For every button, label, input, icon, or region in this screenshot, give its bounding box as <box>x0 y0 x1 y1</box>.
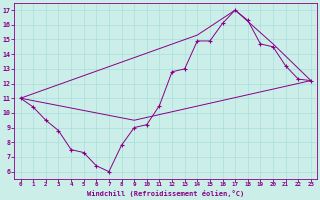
X-axis label: Windchill (Refroidissement éolien,°C): Windchill (Refroidissement éolien,°C) <box>87 190 244 197</box>
